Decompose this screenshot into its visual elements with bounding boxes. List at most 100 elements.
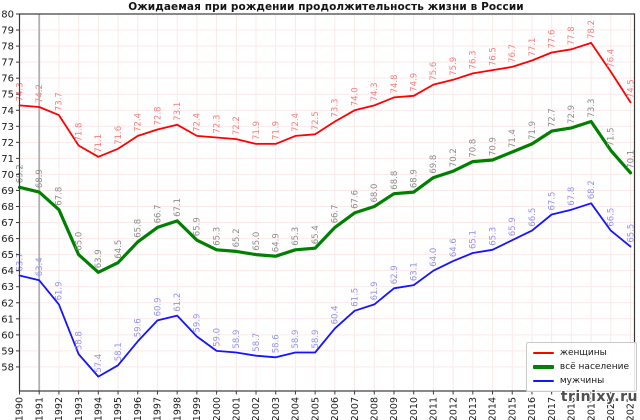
y-tick-label: 71 — [1, 154, 14, 165]
data-label: 63.4 — [35, 257, 45, 276]
data-label: 66.5 — [528, 208, 538, 227]
gridlines — [19, 13, 635, 391]
data-label: 59.6 — [134, 318, 144, 337]
data-label: 72.3 — [212, 115, 222, 134]
data-label: 68.8 — [390, 171, 400, 190]
data-label: 65.0 — [74, 232, 84, 251]
x-tick-label: 2018 — [567, 397, 578, 420]
data-label: 76.7 — [508, 44, 518, 63]
data-label: 61.9 — [370, 281, 380, 300]
x-tick-label: 1994 — [94, 397, 105, 420]
data-label: 74.5 — [626, 79, 636, 98]
x-tick-label: 2003 — [271, 397, 282, 420]
data-label: 72.7 — [548, 108, 558, 127]
data-label: 68.0 — [370, 184, 380, 203]
y-tick-label: 67 — [1, 218, 14, 229]
data-label: 70.2 — [449, 148, 459, 167]
data-label: 71.6 — [114, 126, 124, 145]
data-label: 72.8 — [153, 107, 163, 126]
data-label: 65.1 — [469, 230, 479, 249]
data-label: 57.4 — [94, 354, 104, 373]
data-label: 71.8 — [74, 123, 84, 142]
x-tick-label: 2006 — [330, 397, 341, 420]
x-tick-label: 1996 — [133, 397, 144, 420]
series-women-line — [18, 42, 632, 158]
plot-border — [18, 13, 636, 392]
series-men-line — [18, 202, 632, 378]
series-men-labels: 63.7 63.4 61.9 58.8 57.4 58.1 59.6 60.9 61.2 59.9… — [15, 180, 636, 372]
data-label: 68.9 — [410, 169, 420, 188]
watermark: trinixy.ru — [560, 389, 638, 405]
x-axis-labels: 1990 1991 1992 1993 1994 1995 1996 1997 1998 1999… — [15, 397, 637, 420]
y-tick-label: 75 — [1, 90, 14, 101]
women-line-swatch — [532, 352, 554, 354]
y-tick-label: 70 — [1, 170, 14, 181]
data-label: 61.5 — [350, 288, 360, 307]
y-tick-label: 65 — [1, 250, 14, 261]
data-label: 72.4 — [134, 113, 144, 132]
data-label: 67.5 — [548, 192, 558, 211]
chart-title: Ожидаемая при рождении продолжительность… — [128, 1, 524, 13]
data-label: 67.6 — [350, 190, 360, 209]
x-tick-label: 2020 — [606, 397, 617, 420]
data-label: 58.7 — [252, 333, 262, 352]
data-label: 58.9 — [291, 330, 301, 349]
data-label: 76.3 — [469, 50, 479, 69]
x-tick-label: 1995 — [113, 397, 124, 420]
data-label: 58.6 — [272, 334, 282, 353]
y-tick-label: 76 — [1, 74, 14, 85]
data-label: 71.9 — [272, 121, 282, 140]
data-label: 58.9 — [311, 330, 321, 349]
data-label: 77.1 — [528, 38, 538, 57]
y-tick-label: 74 — [1, 106, 14, 117]
x-tick-label: 2013 — [468, 397, 479, 420]
data-label: 64.9 — [272, 233, 282, 252]
data-label: 70.8 — [469, 139, 479, 158]
y-tick-label: 60 — [1, 330, 14, 341]
x-tick-label: 2019 — [586, 397, 597, 420]
x-tick-label: 1990 — [15, 397, 26, 420]
x-tick-label: 2021 — [626, 397, 637, 420]
data-label: 70.1 — [626, 150, 636, 169]
data-label: 70.9 — [488, 137, 498, 156]
data-label: 68.9 — [35, 169, 45, 188]
data-label: 65.8 — [134, 219, 144, 238]
data-label: 63.1 — [410, 262, 420, 281]
y-tick-label: 62 — [1, 298, 14, 309]
y-tick-label: 64 — [1, 266, 14, 277]
series-all-population-labels: 69.2 68.9 67.8 65.0 63.9 64.5 65.8 66.7 67.1 65.9… — [15, 99, 636, 269]
data-label: 65.9 — [508, 217, 518, 236]
data-label: 74.9 — [410, 73, 420, 92]
y-tick-label: 80 — [1, 10, 14, 21]
legend-item-men: мужчины — [532, 375, 629, 387]
y-axis-labels: 58 59 60 61 62 63 64 65 66 67 68 69 70 71 72 73 74 75 76 77… — [1, 10, 14, 374]
data-label: 65.3 — [212, 227, 222, 246]
x-tick-label: 2015 — [507, 397, 518, 420]
all-population-line-swatch — [532, 365, 554, 369]
data-label: 73.3 — [331, 99, 341, 118]
data-label: 76.4 — [607, 49, 617, 68]
data-label: 62.9 — [390, 265, 400, 284]
data-label: 73.7 — [55, 92, 65, 111]
legend-label-all-population: всё население — [559, 362, 629, 372]
data-label: 63.9 — [94, 249, 104, 268]
data-label: 67.8 — [567, 187, 577, 206]
legend-label-men: мужчины — [559, 376, 605, 386]
y-tick-label: 77 — [1, 58, 14, 69]
data-label: 77.8 — [567, 26, 577, 45]
x-tick-label: 1998 — [172, 397, 183, 420]
data-label: 68.2 — [587, 180, 597, 199]
legend-item-all-population: всё население — [532, 361, 629, 373]
y-tick-label: 66 — [1, 234, 14, 245]
y-tick-label: 59 — [1, 346, 14, 357]
x-tick-label: 1992 — [54, 397, 65, 420]
y-tick-label: 69 — [1, 186, 14, 197]
series-all-population-line — [17, 119, 633, 274]
data-label: 71.9 — [252, 121, 262, 140]
data-label: 59.9 — [193, 314, 203, 333]
data-label: 69.2 — [15, 164, 25, 183]
data-label: 67.1 — [173, 198, 183, 217]
data-label: 60.9 — [153, 297, 163, 316]
x-tick-label: 2017 — [547, 397, 558, 420]
